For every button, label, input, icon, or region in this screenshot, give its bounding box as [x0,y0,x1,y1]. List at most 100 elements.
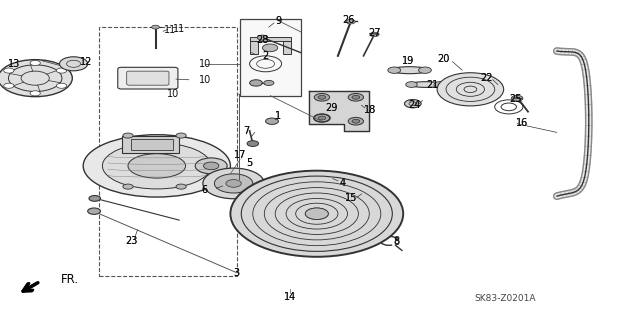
Text: 5: 5 [246,158,253,168]
Text: 14: 14 [284,292,296,302]
Text: 19: 19 [402,56,415,66]
Text: 11: 11 [173,24,186,34]
Text: 10: 10 [166,89,179,99]
Text: 3: 3 [234,268,240,278]
Circle shape [89,196,100,201]
Text: 4: 4 [339,178,346,189]
Circle shape [226,180,241,187]
Text: 11: 11 [163,25,176,35]
Circle shape [434,82,445,87]
Circle shape [264,80,274,85]
Circle shape [30,91,40,96]
Text: 18: 18 [364,105,376,115]
Ellipse shape [390,67,429,74]
Text: 2: 2 [262,51,269,61]
Ellipse shape [410,82,442,87]
Circle shape [437,73,504,106]
Text: 23: 23 [125,236,138,246]
Circle shape [305,208,328,219]
Bar [240,19,301,96]
Circle shape [30,60,40,65]
Text: 21: 21 [426,79,438,90]
Text: 26: 26 [342,15,355,25]
Circle shape [406,82,417,87]
Circle shape [56,83,67,88]
Ellipse shape [83,135,230,197]
Text: 20: 20 [437,54,450,64]
FancyBboxPatch shape [127,71,169,85]
Circle shape [60,57,88,71]
Text: 1: 1 [275,111,282,122]
Circle shape [0,60,72,97]
Circle shape [314,93,330,101]
Text: 5: 5 [246,158,253,168]
Circle shape [346,19,355,24]
Circle shape [203,168,264,199]
Circle shape [257,35,268,40]
Circle shape [214,174,253,193]
Circle shape [404,100,421,108]
Text: 17: 17 [234,150,246,160]
Text: 1: 1 [275,111,282,122]
Bar [250,41,258,54]
Text: 19: 19 [402,56,415,66]
Text: 27: 27 [368,28,381,39]
Text: SK83-Z0201A: SK83-Z0201A [475,294,536,303]
Text: 6: 6 [202,185,208,195]
Circle shape [195,158,227,174]
Circle shape [370,32,379,37]
Text: 7: 7 [243,126,250,136]
Bar [122,136,179,153]
Bar [250,37,291,41]
Text: 28: 28 [256,35,269,45]
Text: 15: 15 [344,193,357,203]
Text: 3: 3 [234,268,240,278]
Circle shape [250,80,262,86]
Text: 29: 29 [325,103,338,114]
Text: 18: 18 [364,105,376,115]
Circle shape [152,25,159,29]
Text: 21: 21 [426,79,438,90]
Text: 8: 8 [394,236,400,246]
Text: 12: 12 [80,57,93,67]
FancyBboxPatch shape [118,67,178,89]
Circle shape [314,114,330,122]
Text: 13: 13 [8,59,20,69]
Circle shape [176,133,186,138]
Circle shape [511,95,523,101]
Circle shape [204,162,219,170]
Ellipse shape [128,154,186,178]
Circle shape [352,119,360,123]
Polygon shape [309,91,369,131]
Circle shape [352,95,360,99]
Circle shape [4,83,14,88]
Circle shape [266,118,278,124]
Circle shape [247,141,259,146]
Text: 8: 8 [394,237,400,248]
Text: 9: 9 [275,16,282,26]
Text: 25: 25 [509,94,522,104]
Text: 20: 20 [437,54,450,64]
Text: 26: 26 [342,15,355,25]
Circle shape [286,197,296,202]
Circle shape [4,68,14,73]
Text: 24: 24 [408,100,420,110]
Text: 24: 24 [408,100,420,110]
Text: 12: 12 [80,57,93,67]
Circle shape [123,184,133,189]
Text: FR.: FR. [61,273,79,286]
Text: 28: 28 [256,35,269,45]
Text: 14: 14 [284,292,296,302]
Circle shape [348,93,364,101]
Circle shape [176,184,186,189]
Text: 2: 2 [262,51,269,61]
Text: 10: 10 [198,59,211,69]
Circle shape [348,117,364,125]
Circle shape [123,133,133,138]
Circle shape [230,171,403,257]
Text: 23: 23 [125,236,138,246]
FancyArrowPatch shape [23,283,38,291]
Text: 17: 17 [234,150,246,160]
Text: 22: 22 [480,73,493,83]
Text: 13: 13 [8,59,20,69]
